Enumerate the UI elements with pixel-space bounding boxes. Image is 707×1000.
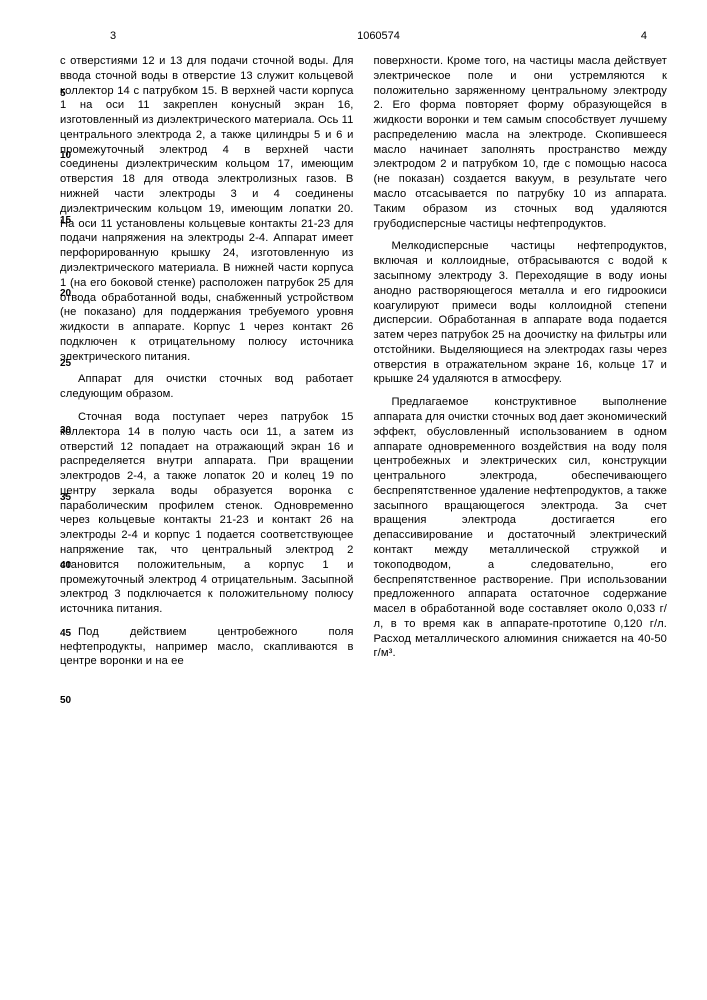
col1-para4: Под действием центробежного поля нефтепр…	[60, 625, 354, 669]
column-left: с отверстиями 12 и 13 для подачи сточной…	[60, 54, 354, 677]
col1-para3: Сточная вода поступает через патрубок 15…	[60, 410, 354, 617]
line-marker-25: 25	[60, 358, 71, 369]
line-marker-30: 30	[60, 425, 71, 436]
patent-page: 3 1060574 4 5 10 15 20 25 30 35 40 45 50…	[0, 0, 707, 1000]
col2-para1: поверхности. Кроме того, на частицы масл…	[374, 54, 668, 231]
line-marker-5: 5	[60, 88, 66, 99]
col2-para2: Мелкодисперсные частицы нефтепродуктов, …	[374, 239, 668, 387]
line-marker-45: 45	[60, 628, 71, 639]
line-marker-10: 10	[60, 150, 71, 161]
column-right: поверхности. Кроме того, на частицы масл…	[374, 54, 668, 677]
page-header: 3 1060574 4	[60, 30, 667, 42]
page-num-left: 3	[110, 30, 116, 42]
col1-para2: Аппарат для очистки сточных вод работает…	[60, 372, 354, 402]
col2-para3: Предлагаемое конструктивное выполнение а…	[374, 395, 668, 661]
page-num-right: 4	[641, 30, 647, 42]
col1-para1: с отверстиями 12 и 13 для подачи сточной…	[60, 54, 354, 364]
line-marker-20: 20	[60, 288, 71, 299]
doc-number: 1060574	[357, 30, 400, 42]
line-marker-50: 50	[60, 695, 71, 706]
line-marker-35: 35	[60, 492, 71, 503]
text-columns: с отверстиями 12 и 13 для подачи сточной…	[60, 54, 667, 677]
line-marker-15: 15	[60, 215, 71, 226]
line-marker-40: 40	[60, 560, 71, 571]
